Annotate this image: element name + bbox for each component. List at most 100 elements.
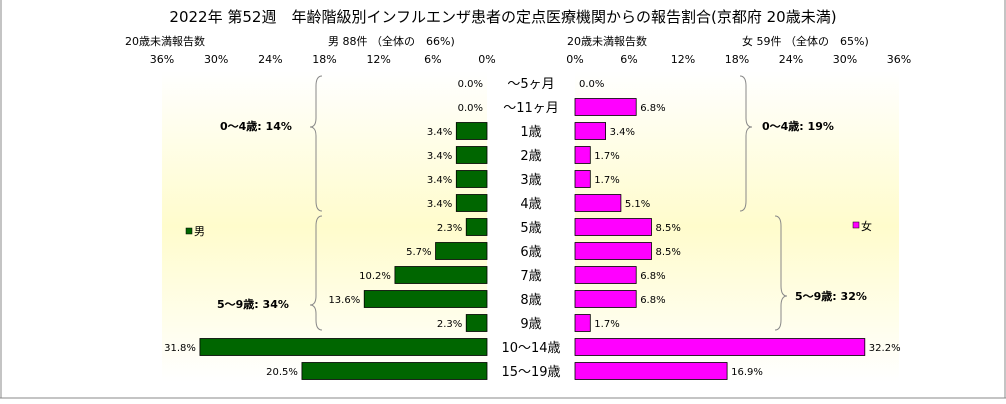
category-label: 2歳 [520, 149, 541, 164]
female-x-tick: 12% [671, 53, 695, 66]
female-bar [574, 290, 637, 308]
female-data-label: 32.2% [869, 343, 901, 354]
category-label: 15～19歳 [501, 365, 560, 380]
male-data-label: 10.2% [359, 271, 391, 282]
male-data-label: 5.7% [406, 247, 431, 258]
female-group-label-5-9: 5～9歳: 32% [795, 289, 867, 303]
female-bar [574, 146, 591, 164]
legend-swatch-female [852, 221, 860, 229]
female-bar [574, 242, 652, 260]
male-bar [363, 290, 488, 308]
female-x-tick: 6% [620, 53, 637, 66]
legend-swatch-male [185, 227, 193, 235]
male-plot-area [162, 71, 487, 382]
male-series-header: 男 88件 （全体の 66%) [328, 34, 455, 48]
left-axis-caption: 20歳未満報告数 [125, 35, 205, 48]
category-label: 7歳 [520, 269, 541, 284]
male-group-label-5-9: 5～9歳: 34% [217, 297, 289, 311]
male-data-label: 3.4% [427, 199, 452, 210]
legend-label-female: 女 [861, 219, 872, 233]
male-data-label: 3.4% [427, 127, 452, 138]
male-data-label: 13.6% [328, 295, 360, 306]
male-data-label: 31.8% [164, 343, 196, 354]
legend-label-male: 男 [194, 225, 205, 238]
female-brace-0-4 [739, 75, 753, 212]
female-x-tick: 36% [887, 53, 911, 66]
female-data-label: 5.1% [625, 199, 650, 210]
female-x-tick: 24% [779, 53, 803, 66]
female-x-tick: 30% [833, 53, 857, 66]
female-data-label: 1.7% [594, 319, 619, 330]
male-data-label: 2.3% [437, 223, 462, 234]
female-series-header: 女 59件 （全体の 65%) [742, 34, 869, 48]
female-bars: 0.0% 6.8% 3.4% 1.7% 1.7% 5.1% 8.5% 8.5% 6.8% 6.8%… [574, 79, 901, 380]
female-bar [574, 122, 607, 140]
category-label: 1歳 [520, 125, 541, 140]
male-data-label: 0.0% [458, 79, 483, 90]
male-x-tick: 18% [312, 53, 336, 66]
male-x-tick: 0% [478, 53, 495, 66]
female-bar [574, 98, 637, 116]
male-data-label: 20.5% [266, 367, 298, 378]
male-data-label: 0.0% [458, 103, 483, 114]
male-brace-0-4 [309, 75, 323, 212]
male-data-label: 3.4% [427, 175, 452, 186]
female-group-label-0-4: 0～4歳: 19% [762, 119, 834, 133]
age-category-labels: ～5ヶ月 ～11ヶ月 1歳 2歳 3歳 4歳 5歳 6歳 7歳 8歳 9歳 10～14歳 15～19歳 [501, 77, 560, 380]
chart-title: 2022年 第52週 年齢階級別インフルエンザ患者の定点医療機関からの報告割合(… [169, 8, 836, 26]
category-label: 4歳 [520, 197, 541, 212]
category-label: 5歳 [520, 221, 541, 236]
female-x-tick: 18% [725, 53, 749, 66]
male-bar [455, 122, 488, 140]
male-bar [455, 146, 488, 164]
male-group-label-0-4: 0～4歳: 14% [220, 119, 292, 133]
category-label: 10～14歳 [501, 341, 560, 356]
male-x-tick: 6% [424, 53, 441, 66]
male-bar [435, 242, 488, 260]
female-data-label: 8.5% [656, 247, 681, 258]
female-data-label: 1.7% [594, 151, 619, 162]
female-x-tick: 0% [566, 53, 583, 66]
female-data-label: 0.0% [579, 79, 604, 90]
male-bar [455, 170, 488, 188]
female-bar [574, 218, 652, 236]
male-x-tick: 12% [366, 53, 390, 66]
category-label: ～11ヶ月 [503, 101, 559, 116]
female-data-label: 1.7% [594, 175, 619, 186]
male-data-label: 2.3% [437, 319, 462, 330]
female-data-label: 6.8% [640, 103, 665, 114]
male-x-tick: 24% [258, 53, 282, 66]
female-bar [574, 170, 591, 188]
female-bar [574, 266, 637, 284]
female-brace-5-9 [774, 215, 788, 331]
male-bars: 0.0% 0.0% 3.4% 3.4% 3.4% 3.4% 2.3% 5.7% 10.2% 13.… [164, 79, 488, 380]
male-x-tick: 30% [204, 53, 228, 66]
female-data-label: 8.5% [656, 223, 681, 234]
right-axis-caption: 20歳未満報告数 [567, 35, 647, 48]
male-bar [455, 194, 488, 212]
female-bar [574, 338, 866, 356]
male-bar [465, 314, 488, 332]
male-x-axis-ticks: 36% 30% 24% 18% 12% 6% 0% [150, 53, 496, 66]
category-label: 8歳 [520, 293, 541, 308]
male-brace-5-9 [309, 215, 323, 331]
category-label: ～5ヶ月 [507, 77, 554, 92]
male-bar [301, 362, 488, 380]
female-bar [574, 314, 591, 332]
female-data-label: 6.8% [640, 271, 665, 282]
category-label: 3歳 [520, 173, 541, 188]
category-label: 9歳 [520, 317, 541, 332]
female-data-label: 3.4% [610, 127, 635, 138]
male-bar [465, 218, 488, 236]
female-x-axis-ticks: 0% 6% 12% 18% 24% 30% 36% [566, 53, 911, 66]
male-bar [394, 266, 488, 284]
female-bar [574, 362, 728, 380]
male-data-label: 3.4% [427, 151, 452, 162]
female-data-label: 6.8% [640, 295, 665, 306]
female-data-label: 16.9% [731, 367, 763, 378]
category-label: 6歳 [520, 245, 541, 260]
male-x-tick: 36% [150, 53, 174, 66]
male-bar [199, 338, 488, 356]
